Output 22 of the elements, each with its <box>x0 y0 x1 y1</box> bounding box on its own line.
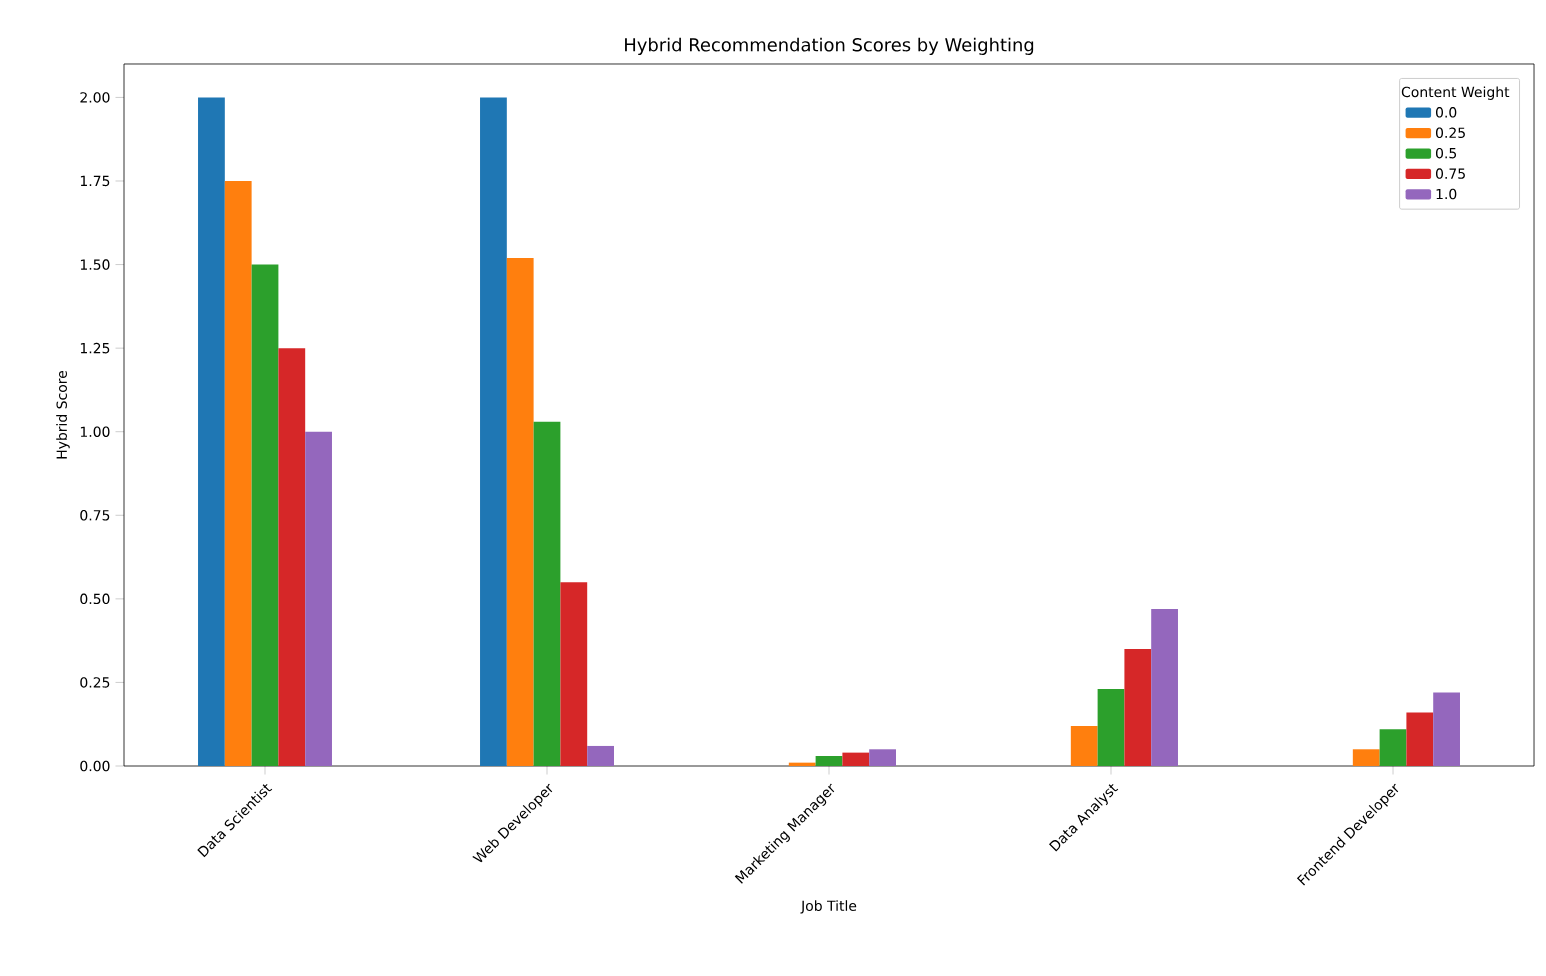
bar <box>560 582 588 766</box>
bar <box>1406 712 1434 766</box>
bar <box>587 745 614 766</box>
bar <box>1070 725 1098 766</box>
bar <box>278 348 306 766</box>
bar <box>251 264 279 766</box>
bar <box>842 752 870 766</box>
bar <box>1124 649 1152 766</box>
bar <box>305 431 332 766</box>
bar <box>1151 608 1178 766</box>
bar <box>1352 749 1380 766</box>
bar <box>480 97 507 766</box>
bar <box>1379 729 1407 766</box>
chart-title: Hybrid Recommendation Scores by Weighting <box>625 37 1034 55</box>
bar <box>869 749 896 766</box>
bar <box>815 755 843 766</box>
bar <box>198 97 225 766</box>
bar <box>1097 689 1125 766</box>
bar <box>224 180 252 766</box>
bar <box>506 257 534 766</box>
bar <box>533 421 561 766</box>
bar <box>1433 692 1460 766</box>
